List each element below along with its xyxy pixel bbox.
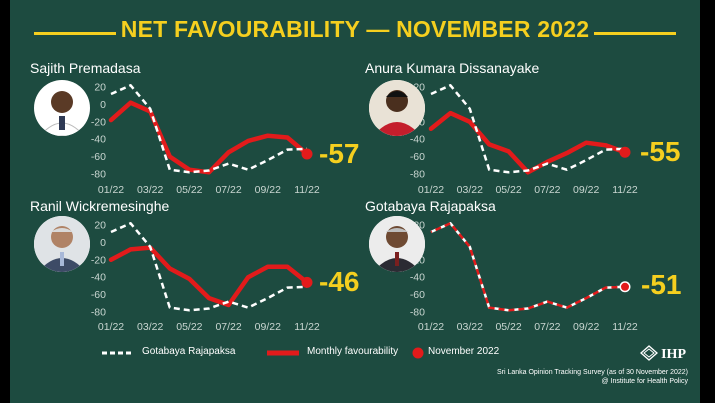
portrait-photo-icon <box>34 216 90 272</box>
november-2022-point <box>301 276 313 288</box>
x-tick-label: 05/22 <box>495 184 521 196</box>
portrait-photo-icon <box>369 80 425 136</box>
y-tick-label: 20 <box>413 220 425 232</box>
x-tick-label: 03/22 <box>137 184 163 196</box>
x-tick-label: 11/22 <box>294 321 320 333</box>
y-tick-label: -20 <box>91 116 106 128</box>
x-tick-label: 05/22 <box>176 184 202 196</box>
ihp-logo: IHP <box>639 345 686 363</box>
x-tick-label: 03/22 <box>457 184 483 196</box>
series-line-monthly-favourability <box>108 245 310 308</box>
november-value-callout: -46 <box>319 266 360 297</box>
portrait-photo-icon <box>34 80 90 136</box>
x-tick-label: 05/22 <box>495 321 521 333</box>
y-tick-label: 20 <box>413 82 425 94</box>
y-tick-label: -60 <box>410 151 425 163</box>
series-line-gotabaya-reference <box>110 84 308 174</box>
source-line: Sri Lanka Opinion Tracking Survey (as of… <box>496 369 688 376</box>
y-tick-label: 20 <box>94 220 106 232</box>
series-line-monthly-favourability <box>108 100 310 175</box>
y-tick-label: -60 <box>91 289 106 301</box>
y-tick-label: -80 <box>91 169 106 181</box>
charts-svg: 20 0 -20 -40 -60 -80 01/22 03/22 05/22 07/22 09/22… <box>91 82 638 334</box>
x-tick-label: 11/22 <box>612 184 638 196</box>
red-dot-icon <box>412 347 424 359</box>
y-tick-label: 0 <box>100 237 106 249</box>
legend-label: November 2022 <box>428 346 500 357</box>
series-line-monthly-favourability <box>428 110 628 175</box>
title-rule-right <box>594 32 676 35</box>
y-tick-label: -80 <box>91 307 106 319</box>
x-tick-label: 07/22 <box>534 321 560 333</box>
x-tick-label: 01/22 <box>98 184 124 196</box>
x-tick-label: 09/22 <box>255 321 281 333</box>
x-tick-label: 05/22 <box>176 321 202 333</box>
x-tick-label: 01/22 <box>418 321 444 333</box>
panel-title: Anura Kumara Dissanayake <box>365 60 540 76</box>
infographic-frame: NET FAVOURABILITY — NOVEMBER 2022 Sajith… <box>10 0 700 403</box>
title-rule-left <box>34 32 116 35</box>
y-tick-label: -40 <box>410 134 425 146</box>
series-line-gotabaya-reference <box>430 84 626 174</box>
x-tick-label: 09/22 <box>573 321 599 333</box>
series-line-gotabaya-reference <box>110 222 308 312</box>
panel-title: Ranil Wickremesinghe <box>30 198 170 214</box>
x-tick-label: 01/22 <box>418 184 444 196</box>
legend-label: Gotabaya Rajapaksa <box>142 346 236 357</box>
november-2022-point <box>619 146 631 158</box>
y-tick-label: -40 <box>410 272 425 284</box>
source-note: Sri Lanka Opinion Tracking Survey (as of… <box>497 368 688 386</box>
dashed-line-icon <box>102 351 134 355</box>
title-bar: NET FAVOURABILITY — NOVEMBER 2022 <box>10 14 700 50</box>
portrait-photo-icon <box>369 216 425 272</box>
y-tick-label: -20 <box>91 254 106 266</box>
chart-title: NET FAVOURABILITY — NOVEMBER 2022 <box>120 16 590 42</box>
y-tick-label: -40 <box>91 272 106 284</box>
legend-label: Monthly favourability <box>307 346 399 357</box>
y-tick-label: -80 <box>410 169 425 181</box>
y-tick-label: 0 <box>100 99 106 111</box>
x-tick-label: 03/22 <box>137 321 163 333</box>
november-2022-point <box>621 282 629 291</box>
y-tick-label: -60 <box>410 289 425 301</box>
panel-title: Sajith Premadasa <box>30 60 141 76</box>
series-line-gotabaya-reference <box>430 222 626 312</box>
x-tick-label: 11/22 <box>294 184 320 196</box>
x-tick-label: 07/22 <box>215 184 241 196</box>
panel-ranil-wickremesinghe: Ranil Wickremesinghe <box>30 198 360 338</box>
solid-line-icon <box>267 350 299 356</box>
x-tick-label: 03/22 <box>457 321 483 333</box>
y-tick-label: -40 <box>91 134 106 146</box>
source-line: @ Institute for Health Policy <box>601 378 688 385</box>
x-tick-label: 09/22 <box>573 184 599 196</box>
x-tick-label: 07/22 <box>215 321 241 333</box>
x-tick-label: 01/22 <box>98 321 124 333</box>
november-value-callout: -55 <box>640 136 681 167</box>
panel-gotabaya-rajapaksa: Gotabaya Rajapaksa <box>365 198 695 338</box>
brand-text: IHP <box>661 347 686 362</box>
panel-sajith-premadasa: Sajith Premadasa <box>30 60 360 200</box>
y-tick-label: -80 <box>410 307 425 319</box>
november-2022-point <box>301 148 313 160</box>
november-value-callout: -57 <box>319 138 360 169</box>
x-tick-label: 11/22 <box>612 321 638 333</box>
legend: Gotabaya Rajapaksa Monthly favourability… <box>100 345 520 361</box>
panel-title: Gotabaya Rajapaksa <box>365 198 496 214</box>
panel-anura-kumara-dissanayake: Anura Kumara Dissanayake <box>365 60 695 200</box>
y-tick-label: 20 <box>94 82 106 94</box>
ihp-logo-mark-icon <box>639 345 658 361</box>
november-value-callout: -51 <box>641 269 682 300</box>
y-tick-label: -60 <box>91 151 106 163</box>
x-tick-label: 09/22 <box>255 184 281 196</box>
x-tick-label: 07/22 <box>534 184 560 196</box>
series-line-gotabaya-monthly <box>430 222 626 312</box>
